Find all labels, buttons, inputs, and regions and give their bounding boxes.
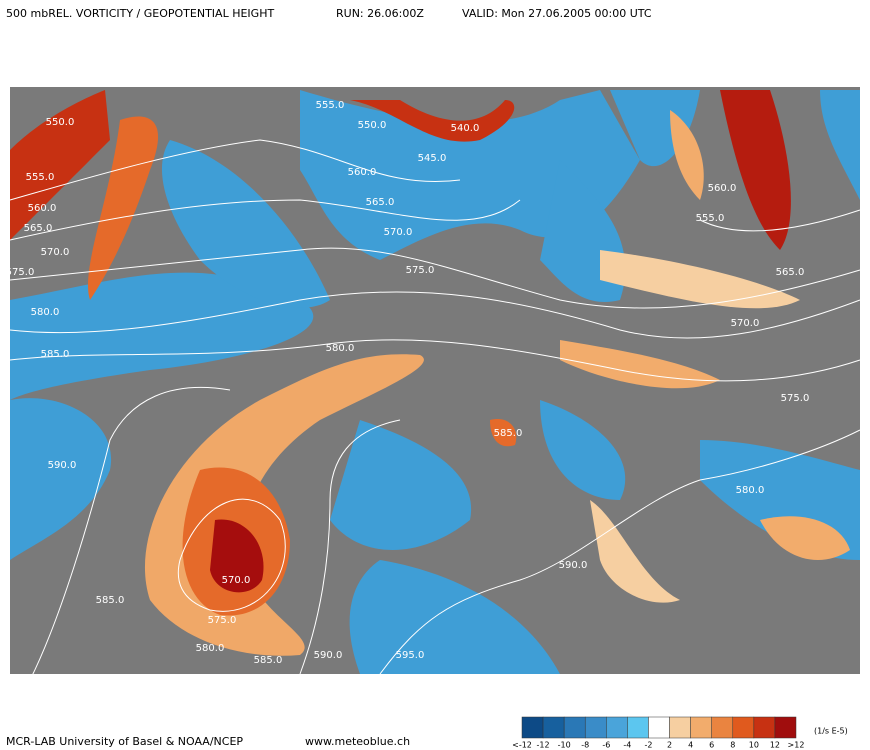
contour-label: 570.0: [384, 227, 413, 238]
contour-label: 585.0: [254, 655, 283, 666]
color-box: [584, 716, 607, 739]
color-bar: <-12 -12 -10 -8 -6 -4 -2 2 4 6 8 10 12 >12: [512, 716, 805, 750]
contour-label: 590.0: [314, 650, 343, 661]
contour-label: 555.0: [696, 213, 725, 224]
legend-label: -10: [558, 741, 571, 750]
color-box: [521, 716, 544, 739]
contour-label: 590.0: [559, 560, 588, 571]
color-box: [563, 716, 586, 739]
legend-unit: (1/s E-5): [814, 727, 848, 736]
color-box: [606, 716, 628, 739]
contour-label: 580.0: [196, 643, 225, 654]
contour-label: 585.0: [41, 349, 70, 360]
legend-label: -12: [537, 741, 550, 750]
map: [9, 87, 861, 681]
legend-label: >12: [788, 741, 805, 750]
color-box: [648, 716, 670, 739]
legend-label: <-12: [512, 741, 532, 750]
color-box: [669, 716, 691, 739]
positive-vorticity: [10, 90, 850, 656]
legend-label: -6: [602, 741, 610, 750]
contour-label: 565.0: [366, 197, 395, 208]
contour-label: 585.0: [96, 595, 125, 606]
legend-label: -8: [581, 741, 589, 750]
contour-label: 560.0: [348, 167, 377, 178]
contour-label: 570.0: [41, 247, 70, 258]
contour-label: 575.0: [6, 267, 35, 278]
contour-label: 545.0: [418, 153, 447, 164]
contour-label: 560.0: [708, 183, 737, 194]
legend-label: 8: [730, 741, 735, 750]
contour-label: 555.0: [316, 100, 345, 111]
contour-label: 575.0: [781, 393, 810, 404]
color-box: [627, 716, 649, 739]
contour-label: 585.0: [494, 428, 523, 439]
contour-label: 540.0: [451, 123, 480, 134]
valid-time: VALID: Mon 27.06.2005 00:00 UTC: [462, 7, 652, 20]
color-box: [732, 716, 755, 739]
contour-label: 575.0: [208, 615, 237, 626]
credit: MCR-LAB University of Basel & NOAA/NCEP: [6, 735, 243, 748]
color-box: [753, 716, 776, 739]
contour-label: 590.0: [48, 460, 77, 471]
color-box: [774, 716, 797, 739]
height-contours: [9, 139, 861, 681]
legend-label: 12: [770, 741, 780, 750]
run: RUN: 26.06:00Z: [336, 7, 424, 20]
legend-label: -2: [644, 741, 652, 750]
contour-label: 580.0: [736, 485, 765, 496]
contour-label: 550.0: [46, 117, 75, 128]
title: 500 mbREL. VORTICITY / GEOPOTENTIAL HEIG…: [6, 7, 274, 20]
contour-label: 550.0: [358, 120, 387, 131]
contour-label: 575.0: [406, 265, 435, 276]
color-box: [542, 716, 565, 739]
contour-label: 565.0: [24, 223, 53, 234]
contour-label: 580.0: [326, 343, 355, 354]
contour-label: 570.0: [731, 318, 760, 329]
contour-label: 580.0: [31, 307, 60, 318]
website: www.meteoblue.ch: [305, 735, 410, 748]
legend-label: 4: [688, 741, 693, 750]
contour-label: 595.0: [396, 650, 425, 661]
contour-label: 560.0: [28, 203, 57, 214]
contour-label: 555.0: [26, 172, 55, 183]
legend-label: -4: [623, 741, 631, 750]
legend-label: 6: [709, 741, 714, 750]
legend-label: 10: [749, 741, 759, 750]
color-box: [690, 716, 712, 739]
color-box: [711, 716, 734, 739]
negative-vorticity: [10, 90, 860, 674]
contour-label: 570.0: [222, 575, 251, 586]
legend-label: 2: [667, 741, 672, 750]
contour-label: 565.0: [776, 267, 805, 278]
